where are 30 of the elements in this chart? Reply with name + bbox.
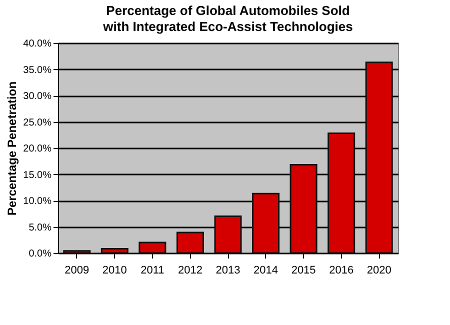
x-tick-label: 2011 (140, 264, 164, 276)
chart-title: Percentage of Global Automobiles Sold (106, 3, 350, 18)
bar (138, 242, 166, 254)
y-tick-label: 15.0% (23, 170, 52, 181)
x-tick-label: 2012 (178, 264, 202, 276)
chart-subtitle: with Integrated Eco-Assist Technologies (102, 19, 353, 34)
y-tick-label: 35.0% (23, 64, 52, 76)
x-tick-label: 2020 (366, 264, 392, 276)
y-tick-label: 10.0% (23, 196, 52, 207)
bar (176, 232, 204, 254)
y-tick-label: 25.0% (23, 117, 52, 128)
y-axis-title: Percentage Penetration (5, 81, 20, 216)
bar (365, 62, 393, 254)
x-tick-label: 2014 (254, 264, 278, 276)
x-tick-label: 2013 (216, 264, 240, 276)
bar (63, 250, 91, 254)
y-tick-label: 30.0% (23, 91, 52, 102)
x-tick-label: 2016 (329, 264, 354, 276)
bar (328, 132, 356, 254)
x-tick-label: 2010 (102, 264, 127, 276)
bar (214, 216, 242, 254)
y-tick-label: 40.0% (23, 38, 52, 50)
bar (100, 248, 128, 254)
x-tick-label: 2009 (64, 264, 90, 276)
y-tick-label: 0.0% (28, 248, 52, 260)
bar (290, 164, 318, 254)
y-tick-label: 20.0% (23, 144, 52, 154)
x-tick-label: 2015 (291, 264, 316, 276)
bar (252, 192, 280, 254)
y-tick-label: 5.0% (28, 222, 52, 234)
